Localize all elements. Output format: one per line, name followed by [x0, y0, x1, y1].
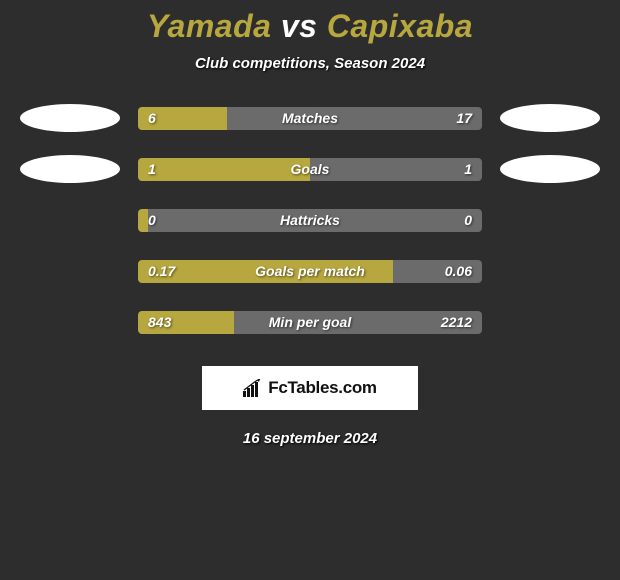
stat-bar: 6 Matches 17 — [138, 107, 482, 130]
stats-list: 6 Matches 17 1 Goals 1 0 Hattricks 0 0.17 Goals pe… — [0, 104, 620, 336]
title-player-left: Yamada — [147, 8, 272, 44]
stat-value-left: 1 — [148, 161, 156, 177]
stat-row: 0 Hattricks 0 — [0, 206, 620, 234]
stat-bar: 1 Goals 1 — [138, 158, 482, 181]
team-badge-left — [20, 104, 120, 132]
stat-bar: 0.17 Goals per match 0.06 — [138, 260, 482, 283]
title-player-right: Capixaba — [327, 8, 473, 44]
stat-bar-right — [310, 158, 482, 181]
stat-label: Goals per match — [255, 263, 365, 279]
badge-placeholder — [20, 206, 120, 234]
badge-placeholder — [500, 308, 600, 336]
stat-label: Hattricks — [280, 212, 340, 228]
brand-text: FcTables.com — [268, 378, 377, 398]
stat-label: Min per goal — [269, 314, 351, 330]
stat-row: 0.17 Goals per match 0.06 — [0, 257, 620, 285]
team-badge-left — [20, 155, 120, 183]
stat-row: 1 Goals 1 — [0, 155, 620, 183]
stat-value-right: 2212 — [441, 314, 472, 330]
stat-value-right: 0.06 — [445, 263, 472, 279]
stat-value-right: 0 — [464, 212, 472, 228]
stat-bar: 843 Min per goal 2212 — [138, 311, 482, 334]
badge-placeholder — [500, 257, 600, 285]
stat-bar: 0 Hattricks 0 — [138, 209, 482, 232]
badge-placeholder — [20, 257, 120, 285]
stat-value-left: 0.17 — [148, 263, 175, 279]
stat-label: Matches — [282, 110, 338, 126]
stat-row: 843 Min per goal 2212 — [0, 308, 620, 336]
title-vs: vs — [281, 8, 318, 44]
stat-row: 6 Matches 17 — [0, 104, 620, 132]
stat-label: Goals — [291, 161, 330, 177]
stat-bar-left — [138, 209, 148, 232]
stat-value-right: 17 — [456, 110, 472, 126]
stat-value-right: 1 — [464, 161, 472, 177]
brand-chart-icon — [243, 379, 265, 397]
page-title: Yamada vs Capixaba — [0, 8, 620, 45]
brand-box: FcTables.com — [202, 366, 418, 410]
stat-value-left: 0 — [148, 212, 156, 228]
subtitle: Club competitions, Season 2024 — [0, 55, 620, 72]
stat-bar-left — [138, 158, 310, 181]
badge-placeholder — [20, 308, 120, 336]
stat-value-left: 6 — [148, 110, 156, 126]
comparison-card: Yamada vs Capixaba Club competitions, Se… — [0, 0, 620, 447]
date-text: 16 september 2024 — [0, 430, 620, 447]
team-badge-right — [500, 155, 600, 183]
stat-value-left: 843 — [148, 314, 171, 330]
team-badge-right — [500, 104, 600, 132]
stat-bar-right — [227, 107, 482, 130]
badge-placeholder — [500, 206, 600, 234]
